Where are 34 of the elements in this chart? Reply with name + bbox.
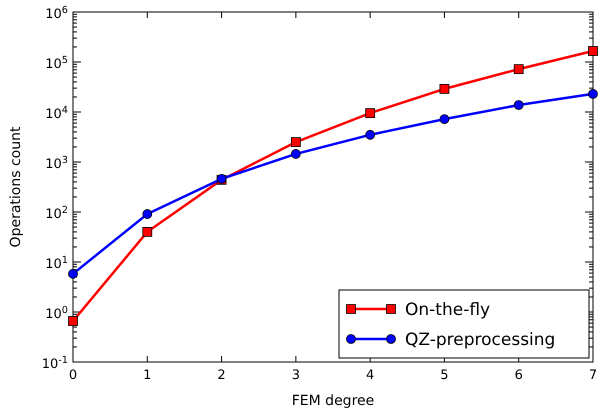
point (142, 209, 152, 219)
x-tick-label: 4 (366, 368, 374, 383)
point (514, 100, 524, 110)
legend-label: QZ-preprocessing (405, 330, 556, 350)
x-tick-label: 5 (440, 368, 449, 383)
point (142, 226, 152, 237)
y-tick-label: 10$^{1}$ (45, 254, 68, 272)
point (68, 316, 78, 326)
point (290, 149, 301, 159)
point (68, 268, 78, 279)
x-tick-label: 7 (588, 368, 598, 383)
y-tick-label: 10$^{3}$ (45, 154, 68, 172)
y-tick-label: 10$^{5}$ (45, 54, 68, 72)
point (588, 89, 598, 99)
y-tick-label: 10$^{2}$ (45, 204, 68, 222)
point (588, 46, 598, 56)
y-tick-label: 10$^{4}$ (45, 104, 68, 122)
y-tick-label: 10$^{6}$ (45, 4, 68, 22)
y-tick-label: 10$^{-1}$ (42, 354, 68, 372)
legend-label: On-the-fly (405, 300, 490, 320)
point (365, 108, 376, 118)
x-tick-label: 0 (68, 368, 78, 383)
point (290, 137, 301, 148)
y-tick-label: 10$^{0}$ (45, 304, 68, 322)
x-tick-label: 3 (292, 368, 300, 383)
point (440, 114, 450, 124)
x-tick-label: 1 (143, 368, 152, 383)
x-tick-label: 2 (217, 368, 226, 383)
point (514, 64, 524, 74)
point (365, 130, 376, 140)
x-axis-title: FEM degree (292, 393, 374, 409)
point (440, 84, 450, 94)
y-axis-title: Operations count (8, 126, 24, 248)
x-tick-label: 6 (514, 368, 523, 383)
